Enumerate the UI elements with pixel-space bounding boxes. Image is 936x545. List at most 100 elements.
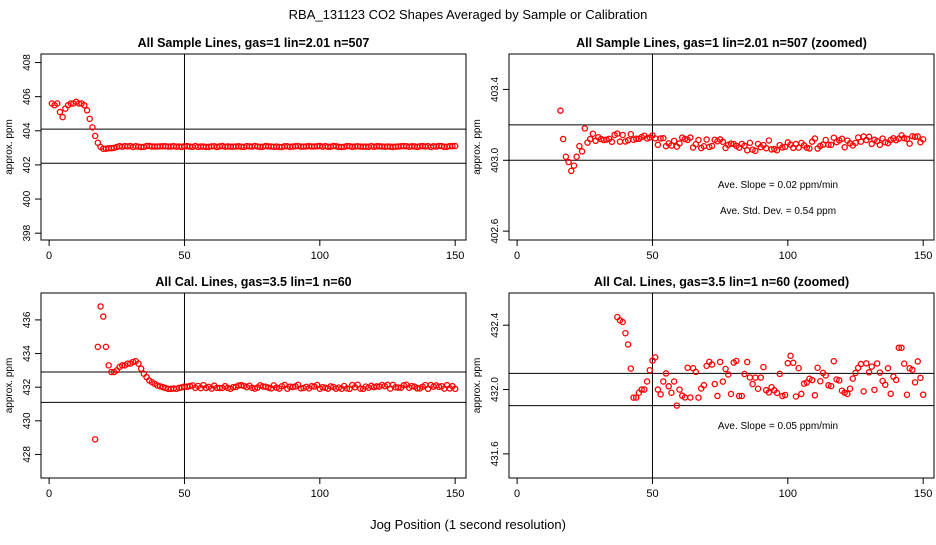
panel-4: All Cal. Lines, gas=3.5 lin=1 n=60 (zoom… — [472, 275, 935, 500]
x-tick-label: 150 — [446, 488, 464, 500]
x-tick-label: 100 — [779, 250, 797, 262]
data-point — [719, 138, 727, 146]
data-point — [357, 385, 364, 392]
x-tick-label: 50 — [178, 250, 190, 262]
plot-frame — [40, 53, 467, 241]
data-point — [798, 390, 805, 398]
y-axis-label: approx. ppm — [4, 119, 15, 175]
x-tick-label: 50 — [178, 488, 190, 500]
y-tick-label: 402 — [22, 156, 33, 173]
data-point — [449, 142, 456, 150]
data-point — [665, 383, 672, 390]
data-point — [289, 383, 297, 391]
data-point — [581, 125, 589, 132]
data-point — [670, 378, 678, 385]
y-tick-label: 436 — [22, 311, 33, 328]
data-point — [565, 158, 572, 166]
y-tick-label: 408 — [22, 54, 33, 71]
y-tick-label: 432.4 — [490, 312, 501, 337]
data-point — [876, 369, 884, 376]
data-point — [568, 167, 575, 175]
x-tick-label: 150 — [446, 250, 464, 262]
data-point — [641, 386, 648, 393]
data-point — [56, 108, 64, 116]
data-point — [81, 101, 88, 109]
data-point — [846, 385, 854, 392]
data-point — [75, 100, 83, 107]
data-point — [124, 360, 131, 367]
y-tick-label: 434 — [22, 345, 33, 362]
data-point — [229, 383, 237, 391]
data-point — [757, 374, 765, 381]
data-point — [892, 376, 900, 384]
data-point — [692, 368, 700, 376]
data-point — [844, 390, 851, 398]
data-points — [557, 107, 927, 175]
data-point — [673, 402, 681, 409]
data-point — [911, 133, 919, 141]
data-point — [695, 136, 702, 144]
data-point — [687, 134, 694, 141]
figure-title: RBA_131123 CO2 Shapes Averaged by Sample… — [289, 7, 648, 22]
data-point — [860, 388, 867, 395]
annotation: Ave. Slope = 0.05 ppm/min — [718, 421, 838, 432]
y-tick-label: 428 — [22, 446, 33, 463]
data-point — [725, 371, 732, 378]
plot-frame — [508, 292, 935, 479]
data-point — [400, 381, 407, 389]
data-point — [660, 134, 667, 142]
y-tick-label: 400 — [22, 190, 33, 207]
data-point — [97, 303, 104, 310]
data-point — [646, 366, 654, 374]
panels: All Sample Lines, gas=1 lin=2.01 n=507 ap… — [4, 36, 935, 500]
data-point — [651, 354, 659, 361]
data-point — [741, 370, 748, 378]
data-point — [619, 131, 626, 139]
annotation: Ave. Std. Dev. = 0.54 ppm — [720, 206, 836, 217]
data-point — [811, 392, 819, 399]
data-point — [727, 140, 735, 147]
data-point — [825, 141, 832, 148]
data-point — [451, 142, 459, 150]
data-point — [776, 370, 783, 378]
data-point — [765, 137, 773, 144]
data-points — [614, 313, 927, 409]
data-point — [822, 136, 829, 144]
data-point — [868, 363, 875, 370]
data-point — [900, 134, 908, 142]
data-point — [822, 372, 829, 379]
data-point — [67, 100, 75, 107]
data-point — [789, 359, 797, 367]
data-point — [102, 343, 110, 351]
data-point — [559, 135, 567, 143]
data-point — [735, 392, 743, 400]
data-point — [608, 138, 616, 146]
x-tick-label: 0 — [46, 488, 52, 500]
data-point — [91, 132, 99, 140]
data-point — [749, 380, 756, 388]
data-point — [760, 363, 767, 371]
data-point — [632, 394, 640, 401]
data-point — [741, 142, 748, 150]
data-point — [91, 436, 99, 443]
x-tick-label: 100 — [311, 250, 329, 262]
data-point — [911, 379, 919, 386]
data-point — [700, 381, 708, 389]
data-point — [827, 141, 835, 149]
y-tick-label: 402.6 — [490, 218, 501, 243]
y-tick-label: 430 — [22, 412, 33, 429]
data-point — [562, 153, 570, 160]
data-points — [48, 98, 459, 152]
data-point — [919, 136, 927, 143]
data-point — [676, 386, 683, 393]
data-point — [838, 135, 846, 142]
data-point — [903, 391, 911, 399]
data-point — [917, 374, 924, 382]
data-point — [795, 364, 802, 372]
data-point — [795, 144, 802, 151]
data-point — [865, 133, 873, 141]
data-point — [814, 364, 821, 371]
data-point — [630, 394, 637, 401]
data-point — [773, 147, 781, 154]
